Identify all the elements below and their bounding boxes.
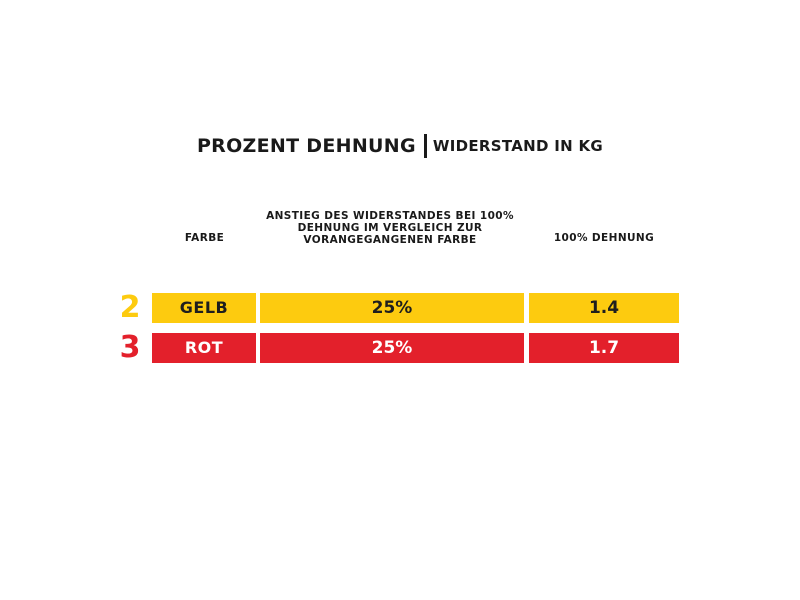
title-subtitle: WIDERSTAND IN KG bbox=[432, 137, 604, 155]
column-header-anstieg-line: DEHNUNG IM VERGLEICH ZUR bbox=[297, 222, 483, 234]
cell-anstieg: 25% bbox=[260, 333, 524, 363]
column-header-anstieg: ANSTIEG DES WIDERSTANDES BEI 100% DEHNUN… bbox=[254, 210, 526, 246]
row-number: 3 bbox=[119, 330, 141, 365]
cell-dehnung: 1.4 bbox=[529, 293, 679, 323]
cell-anstieg: 25% bbox=[260, 293, 524, 323]
page-title: PROZENT DEHNUNG WIDERSTAND IN KG bbox=[0, 134, 800, 158]
cell-farbe: GELB bbox=[152, 293, 256, 323]
column-header-dehnung: 100% DEHNUNG bbox=[553, 232, 655, 244]
row-number: 2 bbox=[119, 290, 141, 325]
title-separator bbox=[423, 134, 427, 158]
column-header-farbe: FARBE bbox=[184, 232, 225, 244]
cell-farbe: ROT bbox=[152, 333, 256, 363]
cell-dehnung: 1.7 bbox=[529, 333, 679, 363]
column-header-anstieg-line: VORANGEGANGENEN FARBE bbox=[303, 234, 477, 246]
title-main: PROZENT DEHNUNG bbox=[196, 135, 416, 157]
column-header-anstieg-line: ANSTIEG DES WIDERSTANDES BEI 100% bbox=[266, 210, 514, 222]
